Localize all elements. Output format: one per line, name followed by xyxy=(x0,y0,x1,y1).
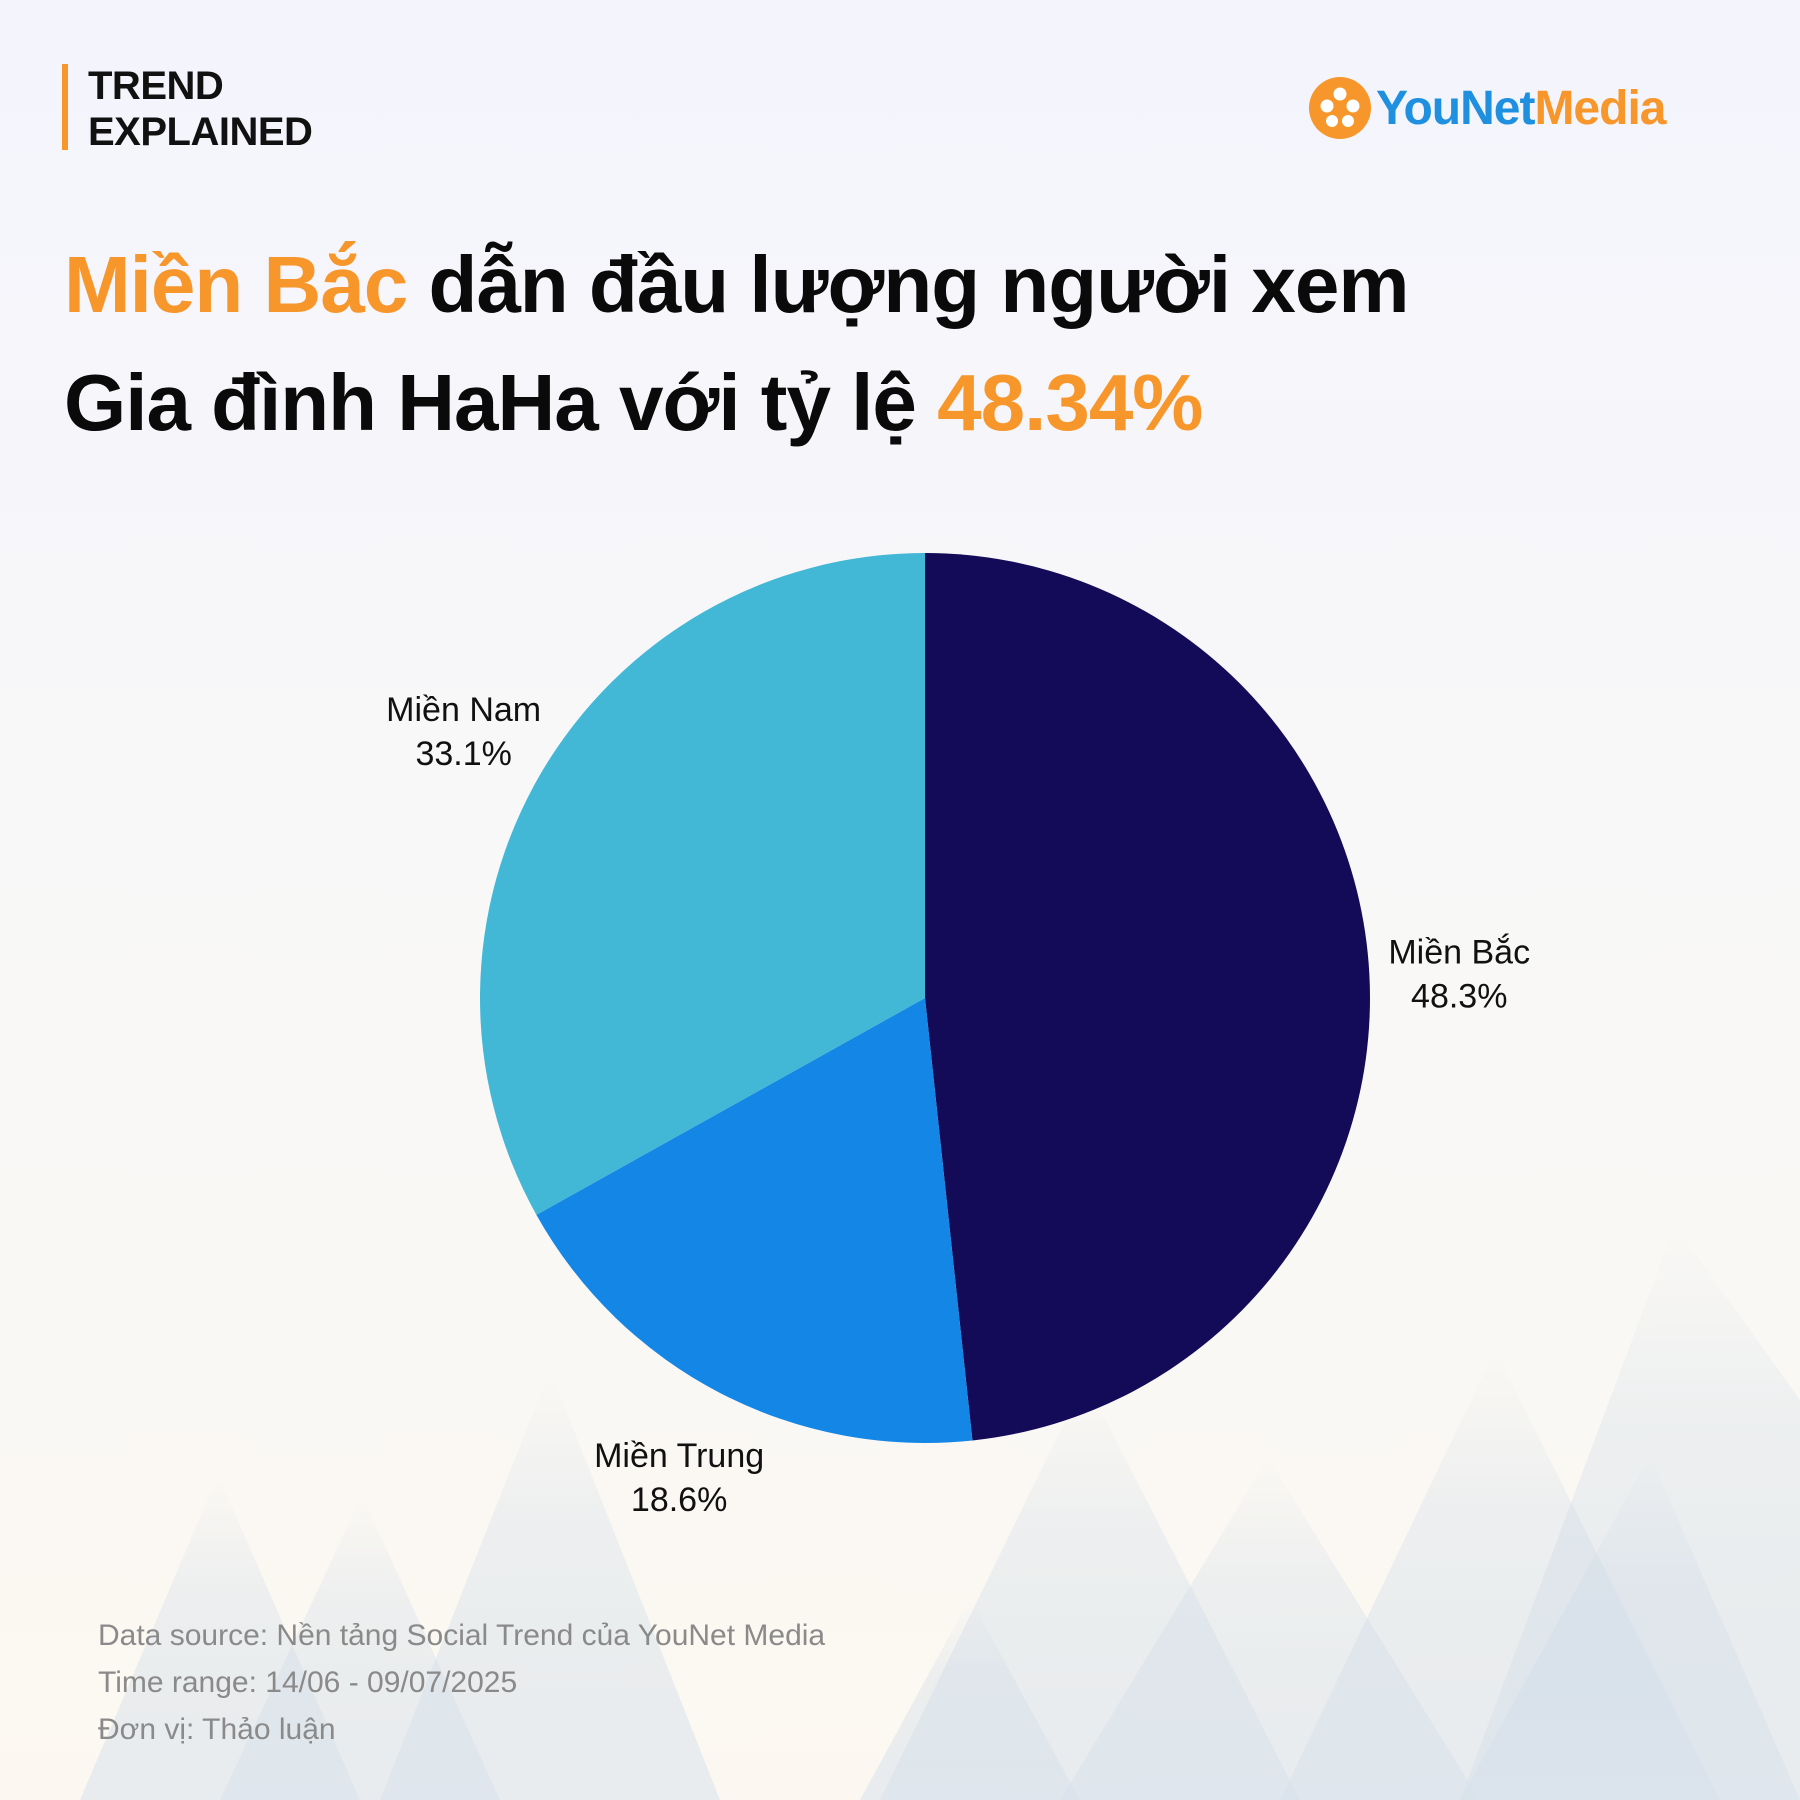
brand-line-explained: EXPLAINED xyxy=(88,110,313,154)
pie-label-mien-bac: Miền Bắc 48.3% xyxy=(1388,933,1530,1015)
page-headline: Miền Bắc dẫn đầu lượng người xem Gia đình… xyxy=(64,226,1744,462)
pie-label-category: Miền Trung xyxy=(594,1437,764,1475)
pie-label-mien-nam: Miền Nam 33.1% xyxy=(386,691,541,773)
headline-highlight-percent: 48.34% xyxy=(937,358,1203,447)
pie-label-category: Miền Bắc xyxy=(1388,933,1530,971)
younet-media-logo: YouNetMedia xyxy=(1308,76,1666,140)
pie-slice-mien-bac xyxy=(925,553,1371,1441)
pie-label-category: Miền Nam xyxy=(386,691,541,729)
headline-text-line2: Gia đình HaHa với tỷ lệ xyxy=(64,358,938,447)
pie-slice-mien-nam xyxy=(479,553,925,1215)
unit-note: Đơn vị: Thảo luận xyxy=(98,1713,336,1746)
pie-label-value: 33.1% xyxy=(415,735,511,773)
logo-text-younet: YouNet xyxy=(1376,81,1535,135)
logo-wordmark: YouNetMedia xyxy=(1376,81,1666,136)
brand-line-trend: TREND xyxy=(88,64,224,108)
younet-flower-icon xyxy=(1309,77,1371,139)
logo-text-media: Media xyxy=(1534,81,1666,135)
pie-slice-mien-trung xyxy=(536,998,973,1444)
footer-notes: Data source: Nền tảng Social Trend của Y… xyxy=(98,1612,825,1753)
pie-label-value: 48.3% xyxy=(1411,977,1507,1015)
data-source-note: Data source: Nền tảng Social Trend của Y… xyxy=(98,1619,826,1652)
headline-highlight-region: Miền Bắc xyxy=(64,240,408,329)
headline-text-line1: dẫn đầu lượng người xem xyxy=(407,240,1409,329)
pie-label-mien-trung: Miền Trung 18.6% xyxy=(594,1437,764,1519)
time-range-note: Time range: 14/06 - 09/07/2025 xyxy=(98,1666,518,1699)
pie-label-value: 18.6% xyxy=(631,1481,727,1519)
brand-accent-bar xyxy=(62,64,68,150)
